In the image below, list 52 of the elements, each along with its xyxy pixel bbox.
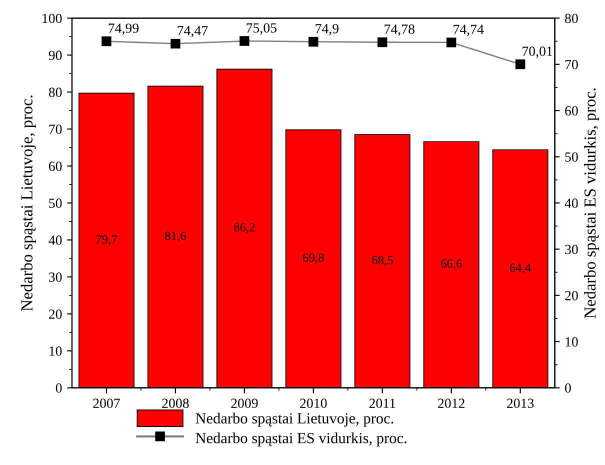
data-label: 79,7 <box>96 235 118 246</box>
x-tick-label: 2013 <box>507 398 534 408</box>
data-label: 74,47 <box>178 26 208 38</box>
x-tick-label: 2011 <box>369 398 396 408</box>
data-label: 70,01 <box>522 46 552 58</box>
y-tick-label: 0 <box>56 383 62 393</box>
y-tick-label: 40 <box>48 236 62 245</box>
y-tick-label: 90 <box>48 50 62 60</box>
x-tick-label: 2012 <box>438 398 464 408</box>
data-label: 64,4 <box>510 264 532 274</box>
y-tick-label: 60 <box>48 162 62 171</box>
y-tick-label: 70 <box>49 124 62 134</box>
data-label: 86,2 <box>234 223 255 234</box>
x-tick-label: 2009 <box>231 398 258 408</box>
legend-label: Nedarbo spąstai Lietuvoje, proc. <box>196 412 394 427</box>
data-label: 74,74 <box>454 24 484 36</box>
legend-label: Nedarbo spąstai ES vidurkis, proc. <box>196 432 406 446</box>
x-tick-label: 2008 <box>162 398 189 408</box>
point <box>308 36 318 47</box>
point <box>170 38 180 49</box>
data-label: 69,8 <box>302 253 324 264</box>
y2-tick-label: 40 <box>564 198 578 208</box>
data-label: 75,05 <box>246 23 277 35</box>
data-label: 66,6 <box>440 259 462 270</box>
point <box>378 37 388 48</box>
point <box>446 38 456 48</box>
y2-tick-label: 30 <box>565 244 578 254</box>
x-tick-label: 2007 <box>93 398 120 408</box>
y2-tick-label: 10 <box>566 337 578 347</box>
y-tick-label: 10 <box>50 346 62 356</box>
y2-tick-label: 0 <box>565 383 571 393</box>
y2-axis-title: Nedarbo spąstai ES vidurkis, proc. <box>584 88 600 318</box>
y2-tick-label: 80 <box>565 14 578 24</box>
y-tick-label: 30 <box>49 272 62 282</box>
data-label: 74,99 <box>108 24 139 35</box>
x-tick-label: 2010 <box>300 398 327 408</box>
data-label: 74,78 <box>384 24 414 36</box>
data-label: 68,5 <box>372 256 393 266</box>
point <box>102 36 112 46</box>
y-axis-title: Nedarbo spąstai Lietuvoje, proc. <box>20 96 36 312</box>
data-label: 74,9 <box>316 24 339 36</box>
data-label: 81,6 <box>164 232 186 242</box>
point <box>515 59 526 70</box>
point <box>240 36 250 46</box>
y2-tick-label: 70 <box>565 60 578 70</box>
y-tick-label: 20 <box>48 309 62 319</box>
y-tick-label: 50 <box>49 198 62 208</box>
y-tick-label: 100 <box>42 14 62 24</box>
y-tick-label: 80 <box>48 88 62 98</box>
y2-tick-label: 60 <box>565 106 578 116</box>
y2-tick-label: 50 <box>565 152 578 162</box>
y2-tick-label: 20 <box>565 290 578 300</box>
